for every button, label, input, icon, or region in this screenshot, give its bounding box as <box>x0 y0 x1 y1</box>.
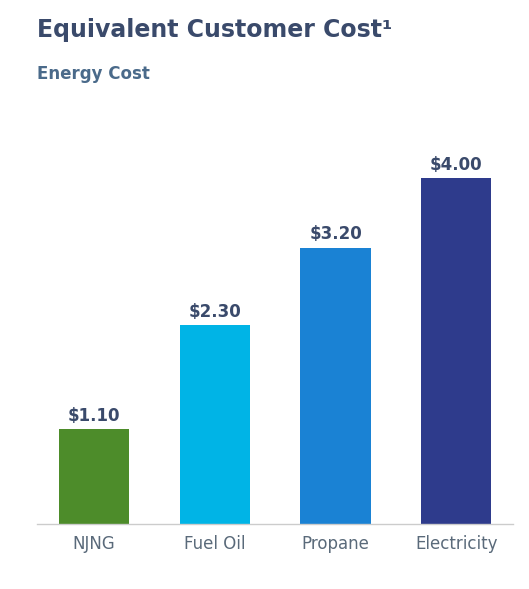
Text: $3.20: $3.20 <box>309 225 362 243</box>
Text: $4.00: $4.00 <box>430 156 483 174</box>
Text: Energy Cost: Energy Cost <box>37 65 150 83</box>
Text: $2.30: $2.30 <box>188 303 241 321</box>
Text: $1.10: $1.10 <box>68 407 120 425</box>
Bar <box>59 429 129 524</box>
Text: Equivalent Customer Cost¹: Equivalent Customer Cost¹ <box>37 18 393 42</box>
Bar <box>300 247 371 524</box>
Bar <box>179 325 250 524</box>
Bar <box>422 178 491 524</box>
